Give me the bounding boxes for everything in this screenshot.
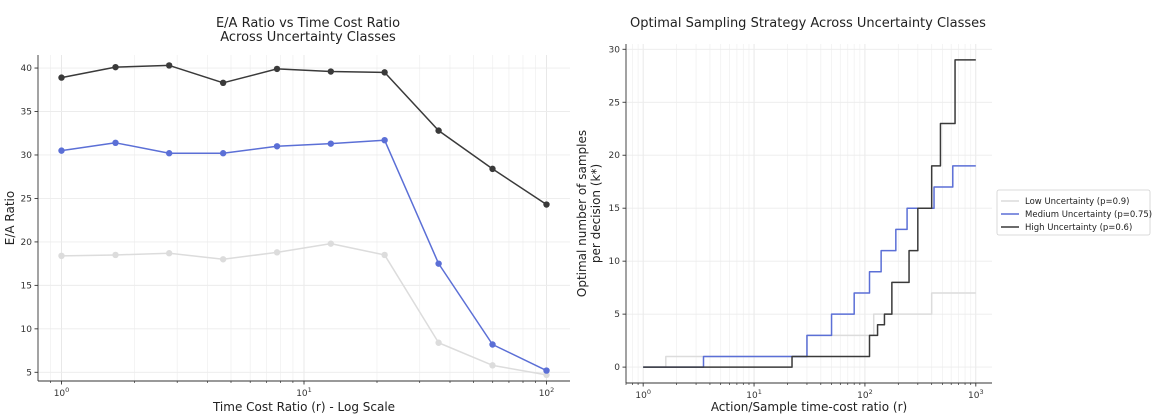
y-tick-label: 25 xyxy=(21,194,32,204)
data-point-medium xyxy=(543,367,550,374)
chart-title: Optimal Sampling Strategy Across Uncerta… xyxy=(630,16,986,31)
y-tick-label: 5 xyxy=(614,310,620,320)
data-point-medium xyxy=(58,147,65,154)
y-tick-label: 0 xyxy=(614,363,620,373)
legend-label: Medium Uncertainty (p=0.75) xyxy=(1025,210,1152,220)
data-point-high xyxy=(58,74,65,81)
x-tick-label: 101 xyxy=(746,388,762,401)
x-tick-label: 103 xyxy=(968,388,984,401)
data-point-low xyxy=(165,250,173,257)
y-tick-label: 30 xyxy=(21,151,33,161)
data-point-medium xyxy=(165,150,173,157)
data-point-medium xyxy=(219,150,227,157)
chart-title: E/A Ratio vs Time Cost Ratio xyxy=(216,16,400,31)
data-point-medium xyxy=(112,139,119,147)
data-point-high xyxy=(381,69,388,76)
series-line-medium xyxy=(61,139,547,372)
data-point-medium xyxy=(435,260,442,267)
x-tick-label: 102 xyxy=(857,388,873,401)
y-tick-label: 10 xyxy=(21,325,33,335)
y-axis-label: Optimal number of samples xyxy=(575,130,589,297)
y-tick-label: 15 xyxy=(21,281,32,291)
y-tick-label: 20 xyxy=(609,151,621,161)
y-tick-label: 40 xyxy=(21,64,33,74)
series-line-series xyxy=(643,165,976,368)
data-point-low xyxy=(58,252,65,260)
y-tick-label: 10 xyxy=(609,257,621,267)
y-tick-label: 25 xyxy=(609,98,620,108)
y-axis-label: E/A Ratio xyxy=(3,191,17,245)
x-tick-label: 100 xyxy=(635,388,651,401)
data-point-low xyxy=(273,249,281,256)
data-point-high xyxy=(489,165,496,173)
data-point-low xyxy=(219,256,227,263)
y-tick-label: 5 xyxy=(26,368,32,378)
data-point-high xyxy=(219,79,227,87)
data-point-high xyxy=(435,127,442,134)
y-tick-label: 20 xyxy=(21,238,33,248)
series-line-series xyxy=(643,59,976,368)
legend-box xyxy=(996,189,1151,236)
chart-title: Across Uncertainty Classes xyxy=(220,30,396,45)
x-axis-label: Action/Sample time-cost ratio (r) xyxy=(711,400,907,414)
data-point-medium xyxy=(489,341,496,348)
y-tick-label: 15 xyxy=(609,204,620,214)
y-axis-label: per decision (k*) xyxy=(589,164,603,263)
data-point-low xyxy=(381,251,388,259)
data-point-medium xyxy=(381,136,388,144)
series-line-high xyxy=(61,64,547,206)
chart-ea-ratio: 100 101 102 5 10 15 20 25 30 35 40 Time Cost Ratio … xyxy=(3,16,570,414)
x-tick-label: 100 xyxy=(54,386,70,399)
data-point-low xyxy=(112,251,119,259)
x-tick-label: 101 xyxy=(296,386,312,399)
data-point-low xyxy=(327,240,335,247)
data-point-low xyxy=(435,339,442,346)
data-point-medium xyxy=(327,140,335,147)
legend-label: High Uncertainty (p=0.6) xyxy=(1025,223,1132,233)
x-axis-label: Time Cost Ratio (r) - Log Scale xyxy=(212,400,395,414)
y-tick-label: 30 xyxy=(609,45,621,55)
x-tick-label: 102 xyxy=(539,386,555,399)
data-point-high xyxy=(273,65,281,73)
data-point-medium xyxy=(273,143,281,150)
legend: Low Uncertainty (p=0.9) Medium Uncertaint… xyxy=(996,189,1152,236)
data-point-high xyxy=(327,68,335,75)
data-point-high xyxy=(165,62,173,69)
data-point-low xyxy=(489,362,496,369)
data-point-high xyxy=(543,201,550,208)
y-tick-label: 35 xyxy=(21,108,32,118)
series-line-series xyxy=(643,292,976,368)
series-line-low xyxy=(61,242,547,376)
legend-label: Low Uncertainty (p=0.9) xyxy=(1025,197,1129,207)
data-point-high xyxy=(112,63,119,71)
chart-optimal-sampling: 100 101 102 103 0 5 10 15 20 25 30 Action/Sample ti… xyxy=(575,16,992,414)
